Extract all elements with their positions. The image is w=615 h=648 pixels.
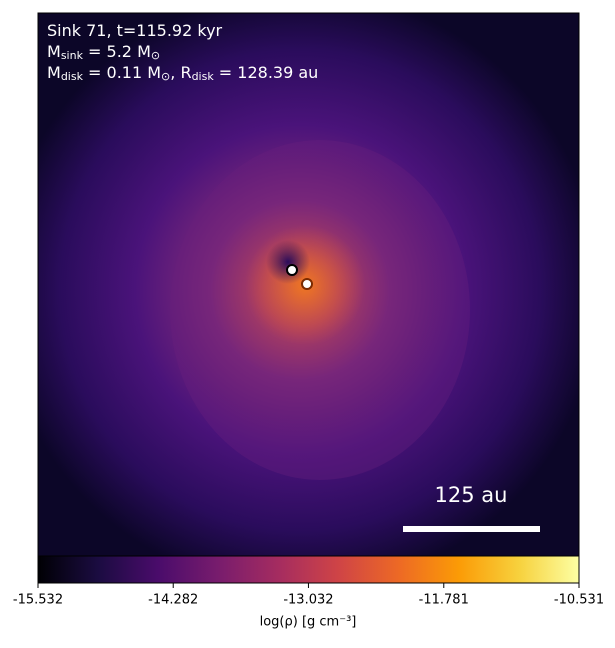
colorbar-label: log(ρ) [g cm⁻³]	[260, 615, 357, 630]
tick-label: -15.532	[13, 593, 63, 608]
sink-marker	[286, 264, 298, 276]
scale-bar	[403, 526, 540, 532]
subscript: ⊙	[151, 49, 160, 62]
scale-bar-label: 125 au	[435, 483, 508, 507]
subscript: ⊙	[161, 70, 170, 83]
tick-label: -14.282	[148, 593, 198, 608]
colorbar	[37, 555, 580, 584]
annotation-text: Sink 71, t=115.92 kyr	[47, 21, 223, 40]
tick-label: -10.531	[554, 593, 604, 608]
annotation-text: M	[47, 63, 61, 82]
annotation: Mdisk = 0.11 M⊙, Rdisk = 128.39 au	[47, 63, 318, 84]
sink-marker	[301, 278, 313, 290]
annotation-text: = 5.2 M	[83, 42, 151, 61]
annotation: Msink = 5.2 M⊙	[47, 42, 160, 63]
annotation: Sink 71, t=115.92 kyr	[47, 21, 223, 40]
tick-label: -11.781	[419, 593, 469, 608]
subscript: disk	[192, 70, 215, 83]
annotation-text: , R	[170, 63, 191, 82]
tick-label: -13.032	[283, 593, 333, 608]
annotation-text: = 0.11 M	[83, 63, 161, 82]
annotation-text: M	[47, 42, 61, 61]
annotation-text: = 128.39 au	[214, 63, 319, 82]
subscript: disk	[61, 70, 84, 83]
subscript: sink	[61, 49, 84, 62]
